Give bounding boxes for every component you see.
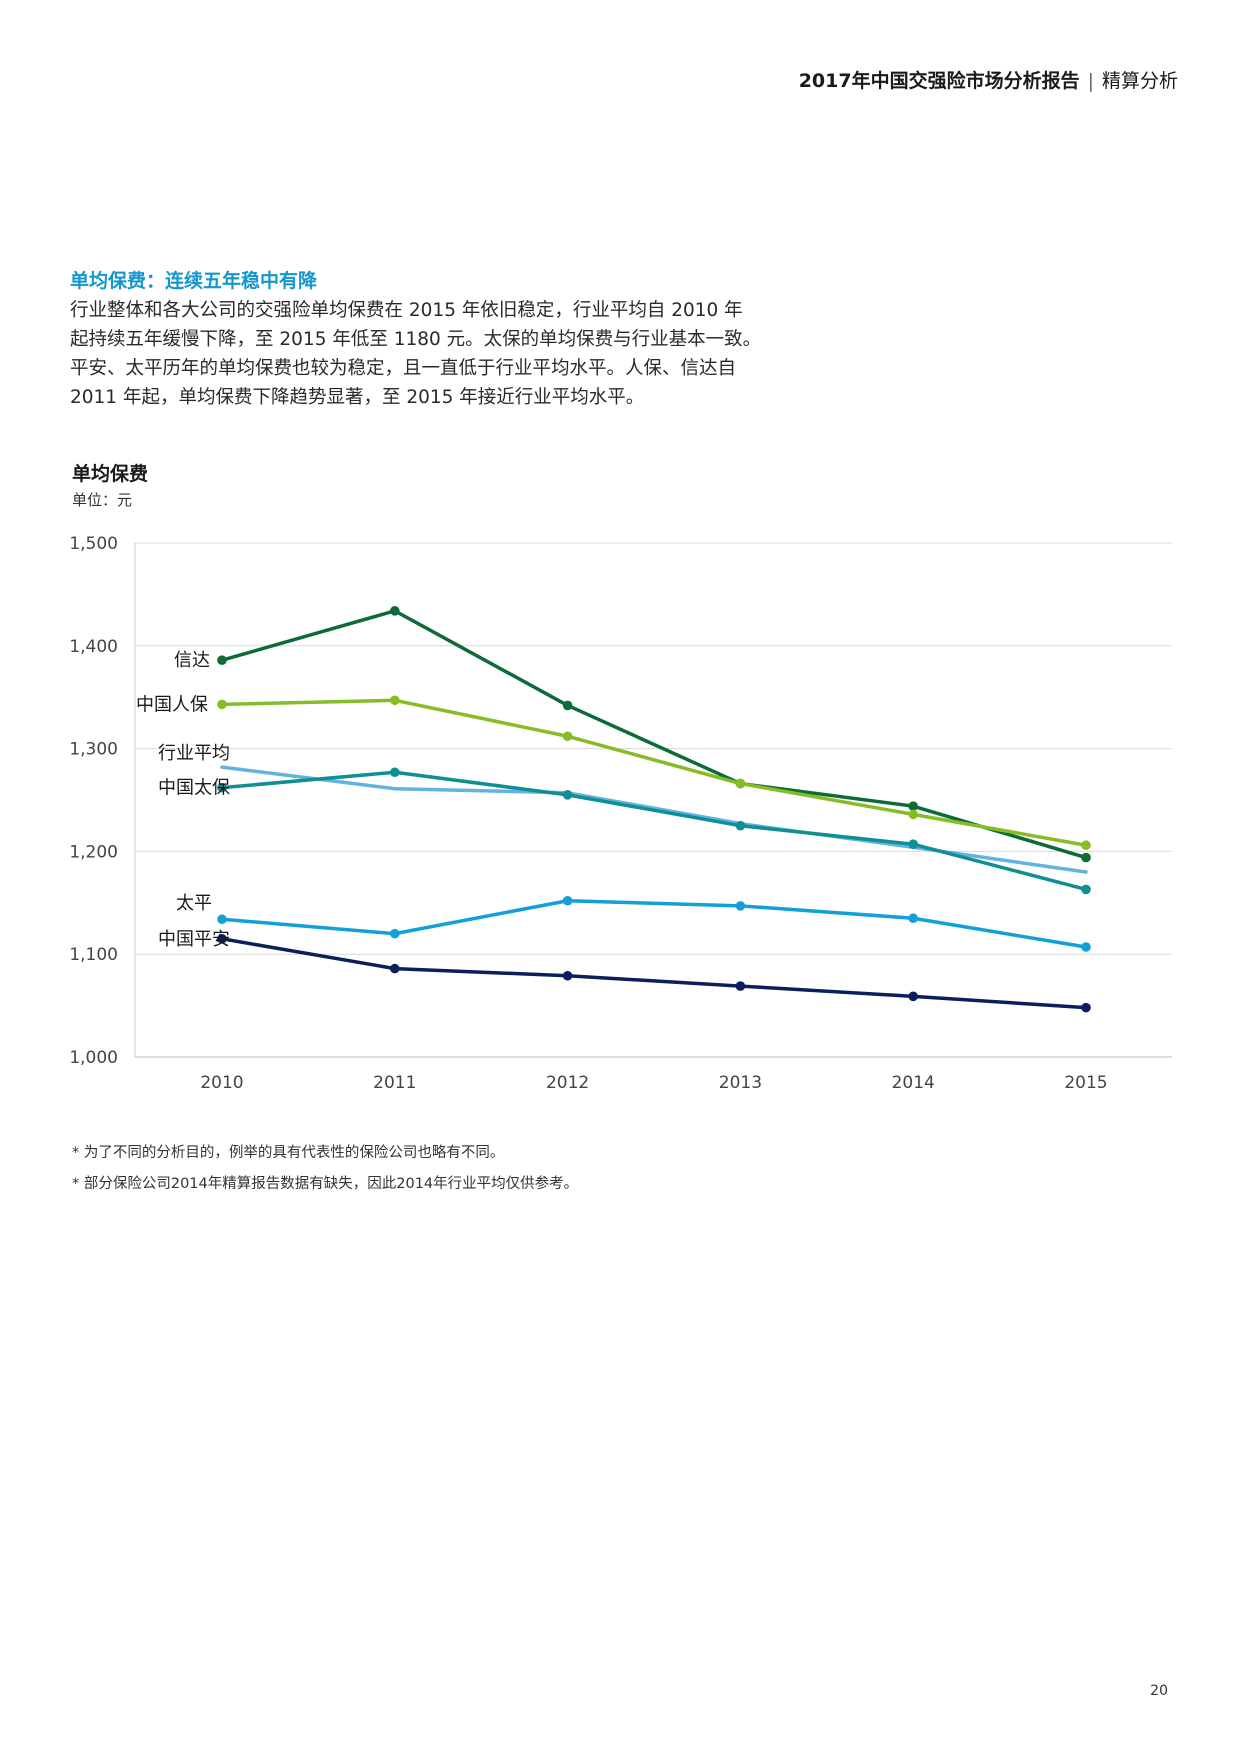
- y-tick-label: 1,200: [69, 842, 118, 862]
- y-tick-label: 1,000: [69, 1048, 118, 1068]
- header-separator: |: [1087, 70, 1094, 92]
- series-line: [220, 937, 1088, 1010]
- series-line: [220, 770, 1088, 892]
- series-line: [220, 898, 1088, 949]
- data-point: [735, 778, 746, 789]
- data-point: [562, 790, 573, 800]
- report-title: 2017年中国交强险市场分析报告: [798, 70, 1080, 92]
- footnote: * 部分保险公司2014年精算报告数据有缺失，因此2014年行业平均仅供参考。: [72, 1176, 579, 1192]
- data-point: [908, 839, 918, 850]
- series-label: 行业平均: [158, 743, 230, 764]
- page-header: 2017年中国交强险市场分析报告 | 精算分析: [799, 66, 1178, 93]
- y-tick-label: 1,500: [69, 534, 118, 554]
- data-point: [390, 606, 400, 616]
- chart-title: 单均保费: [72, 463, 149, 485]
- data-point: [562, 970, 573, 981]
- y-tick-label: 1,100: [69, 945, 118, 965]
- data-point: [217, 782, 227, 793]
- data-point: [562, 700, 573, 711]
- data-point: [735, 901, 746, 911]
- paragraph-line: 起持续五年缓慢下降，至 2015 年低至 1180 元。太保的单均保费与行业基本…: [70, 329, 762, 350]
- premium-line-chart: 1,000 1,100 1,200 1,300 1,400 1,500 2010 2011 20…: [69, 534, 1172, 1093]
- section-title: 单均保费：连续五年稳中有降: [70, 270, 318, 292]
- data-point: [217, 655, 227, 665]
- series-line: [220, 698, 1088, 847]
- data-point: [908, 991, 918, 1002]
- data-point: [390, 767, 400, 778]
- series-label: 中国平安: [158, 929, 230, 950]
- y-tick-label: 1,400: [69, 637, 118, 657]
- y-tick-label: 1,300: [69, 740, 118, 760]
- x-tick-label: 2015: [1064, 1073, 1107, 1093]
- body-paragraph: 行业整体和各大公司的交强险单均保费在 2015 年依旧稳定，行业平均自 2010…: [70, 296, 790, 412]
- series-label: 太平: [176, 893, 212, 914]
- series-label: 中国人保: [136, 694, 208, 715]
- data-point: [735, 820, 746, 831]
- series-label: 中国太保: [158, 778, 230, 799]
- x-tick-label: 2013: [719, 1073, 762, 1093]
- chart-unit-label: 单位：元: [72, 491, 133, 509]
- paragraph-line: 行业整体和各大公司的交强险单均保费在 2015 年依旧稳定，行业平均自 2010…: [70, 300, 743, 321]
- data-point: [1081, 942, 1091, 952]
- footnote: * 为了不同的分析目的，例举的具有代表性的保险公司也略有不同。: [72, 1145, 505, 1161]
- x-tick-label: 2014: [892, 1073, 935, 1093]
- series-line: [220, 609, 1088, 860]
- data-point: [1081, 852, 1091, 863]
- data-point: [735, 981, 746, 991]
- data-point: [390, 963, 400, 974]
- data-point: [1081, 884, 1091, 895]
- data-point: [390, 928, 400, 939]
- data-point: [217, 933, 227, 944]
- data-point: [1081, 1002, 1091, 1013]
- data-point: [1081, 840, 1091, 851]
- data-point: [217, 699, 227, 710]
- x-tick-label: 2012: [546, 1073, 589, 1093]
- paragraph-line: 平安、太平历年的单均保费也较为稳定，且一直低于行业平均水平。人保、信达自: [70, 358, 737, 379]
- data-point: [908, 809, 918, 820]
- data-point: [217, 914, 227, 925]
- paragraph-line: 2011 年起，单均保费下降趋势显著，至 2015 年接近行业平均水平。: [70, 387, 645, 408]
- x-tick-label: 2011: [373, 1073, 416, 1093]
- data-point: [562, 731, 573, 742]
- x-tick-label: 2010: [200, 1073, 243, 1093]
- footnotes: * 为了不同的分析目的，例举的具有代表性的保险公司也略有不同。 * 部分保险公司…: [72, 1141, 578, 1203]
- data-point: [908, 913, 918, 924]
- data-point: [390, 695, 400, 706]
- page-number: 20: [1150, 1683, 1168, 1699]
- data-point: [908, 801, 918, 811]
- series-label: 信达: [174, 650, 210, 671]
- data-point: [562, 895, 573, 906]
- section-name: 精算分析: [1101, 70, 1178, 92]
